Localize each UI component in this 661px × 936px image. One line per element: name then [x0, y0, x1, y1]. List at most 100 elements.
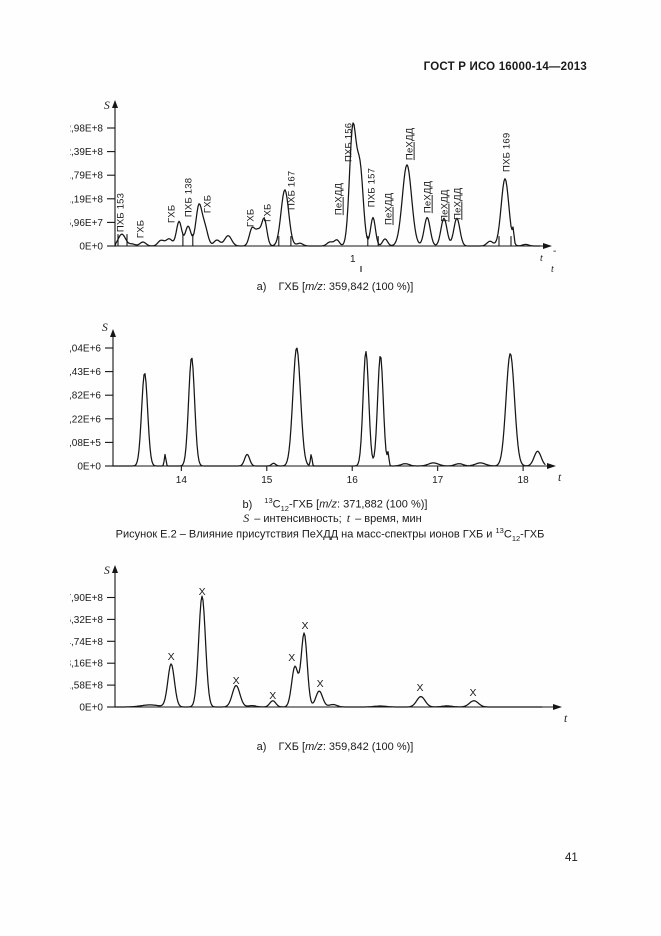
- x-axis-arrow: [547, 463, 556, 469]
- y-axis-arrow: [112, 100, 118, 108]
- caption-text: -ГХБ [: [288, 498, 320, 511]
- isotope-subscript: 12: [511, 533, 521, 543]
- chromatogram-a-bottom-svg: 0E+0 1,58E+8 3,16E+8 4,74E+8 6,32E+8 7,90E+8 X…: [70, 565, 568, 725]
- isotope-superscript: 13: [264, 496, 273, 505]
- variable-s: S: [243, 511, 250, 525]
- chromatogram-trace: [114, 595, 543, 708]
- y-tick-label: 6,08E+5: [70, 438, 101, 449]
- caption-text: ГХБ [: [278, 281, 306, 293]
- page-number: 41: [565, 852, 578, 864]
- peak-label: X: [199, 586, 206, 598]
- peak-label: X: [269, 690, 276, 702]
- isotope-superscript: 13: [495, 526, 504, 535]
- caption-text: : 371,882 (100 %)]: [336, 498, 428, 511]
- y-axis-arrow: [112, 565, 118, 573]
- peak-label: ПХБ 138: [184, 178, 195, 217]
- caption-text: : 359,842 (100 %)]: [322, 741, 414, 753]
- y-tick-label: 1,79E+8: [70, 171, 103, 182]
- x-axis-arrow: [543, 243, 552, 249]
- y-axis-arrow: [110, 329, 116, 337]
- chromatogram-trace: [112, 347, 546, 467]
- caption-a-top: a) ГХБ [m/z: 359,842 (100 %)]: [70, 281, 600, 293]
- chromatogram-trace: [114, 122, 541, 247]
- peak-label: ПХБ 169: [501, 133, 512, 172]
- y-tick-label: 2,43E+6: [70, 367, 101, 378]
- caption-b: b) 13C12-ГХБ [m/z: 371,882 (100 %)]: [70, 496, 600, 513]
- peak-label: ПХБ 156: [344, 123, 355, 162]
- figure-caption-text: -ГХБ: [520, 528, 545, 541]
- peak-label: ПеХДД: [334, 182, 345, 215]
- chromatogram-a-top-svg: 0E+0 5,96E+7 1,19E+8 1,79E+8 2,39E+8 2,98E+8 П…: [70, 100, 556, 275]
- y-tick-label: 6,32E+8: [70, 615, 103, 626]
- peak-label: X: [416, 682, 423, 694]
- caption-letter: b): [242, 498, 253, 511]
- axis-legend: S – интенсивность; t – время, мин: [35, 511, 625, 526]
- y-tick-label: 1,19E+8: [70, 194, 103, 205]
- peak-label: ПХБ 157: [366, 168, 377, 207]
- peak-label: ГХБ: [135, 220, 146, 238]
- caption-text: ГХБ [: [278, 741, 306, 753]
- peak-label: ПХБ 153: [116, 193, 127, 232]
- y-tick-label: 1,82E+6: [70, 391, 101, 402]
- isotope-subscript: 12: [280, 503, 289, 513]
- document-header: ГОСТ Р ИСО 16000-14—2013: [423, 61, 587, 73]
- axis-annotation: -: [553, 246, 556, 257]
- y-tick-label: 2,39E+8: [70, 147, 103, 158]
- y-tick-label: 4,74E+8: [70, 637, 103, 648]
- x-tick-label: 14: [176, 475, 188, 486]
- legend-text: – интенсивность;: [254, 513, 342, 525]
- x-tick-label: 16: [347, 475, 359, 486]
- peak-label: ПеХДД: [452, 187, 463, 220]
- x-axis-arrow: [553, 704, 562, 710]
- y-axis-label: S: [102, 322, 108, 334]
- caption-letter: a): [256, 741, 267, 753]
- y-axis-label: S: [104, 565, 110, 577]
- figure-caption-text: Рисунок Е.2 – Влияние присутствия ПеХДД …: [115, 528, 496, 541]
- caption-mz-italic: m/z: [319, 498, 337, 511]
- peak-label: ГХБ: [262, 204, 273, 222]
- chromatogram-b-middle-svg: 0E+0 6,08E+5 1,22E+6 1,82E+6 2,43E+6 3,04E+6 1…: [70, 322, 562, 486]
- legend-text: – время, мин: [355, 513, 422, 525]
- y-tick-label: 0E+0: [79, 242, 103, 253]
- caption-mz-italic: m/z: [305, 281, 323, 293]
- peak-label: X: [168, 651, 175, 663]
- peak-label: ГХБ: [246, 209, 257, 227]
- peak-label: X: [470, 687, 477, 699]
- peak-label: X: [288, 652, 295, 664]
- y-tick-label: 5,96E+7: [70, 218, 103, 229]
- y-tick-label: 1,58E+8: [70, 681, 103, 692]
- y-tick-label: 2,98E+8: [70, 124, 103, 135]
- caption-text: C: [272, 498, 281, 511]
- peak-label: ПеХДД: [384, 192, 395, 225]
- peak-label: ПеХДД: [439, 189, 450, 222]
- peak-label: ПХБ 167: [286, 171, 297, 210]
- peak-label: ГХБ: [166, 205, 177, 223]
- y-tick-label: 1,22E+6: [70, 414, 101, 425]
- x-tick-label: 15: [261, 475, 273, 486]
- peak-label: X: [302, 620, 309, 632]
- y-tick-label: 0E+0: [77, 462, 101, 473]
- figure-caption: Рисунок Е.2 – Влияние присутствия ПеХДД …: [35, 526, 625, 543]
- y-tick-label: 7,90E+8: [70, 593, 103, 604]
- x-axis-label: t: [540, 253, 543, 264]
- figure-caption-text: C: [503, 528, 512, 541]
- y-tick-label: 0E+0: [79, 703, 103, 714]
- variable-t: t: [346, 511, 351, 525]
- caption-a-bottom: a) ГХБ [m/z: 359,842 (100 %)]: [70, 741, 600, 753]
- x-axis-label: t: [551, 264, 554, 275]
- caption-text: : 359,842 (100 %)]: [322, 281, 414, 293]
- caption-letter: a): [256, 281, 267, 293]
- x-axis-label: t: [558, 472, 562, 484]
- x-tick-label: 17: [432, 475, 444, 486]
- peak-label: X: [317, 678, 324, 690]
- peak-label: ГХБ: [203, 195, 214, 213]
- x-tick-label: 18: [518, 475, 530, 486]
- y-tick-label: 3,16E+8: [70, 659, 103, 670]
- axis-annotation: 1: [350, 254, 356, 265]
- peak-label: ПеХДД: [405, 127, 416, 160]
- x-axis-label: t: [564, 713, 568, 725]
- caption-mz-italic: m/z: [305, 741, 323, 753]
- y-axis-label: S: [104, 100, 110, 112]
- y-tick-label: 3,04E+6: [70, 344, 101, 355]
